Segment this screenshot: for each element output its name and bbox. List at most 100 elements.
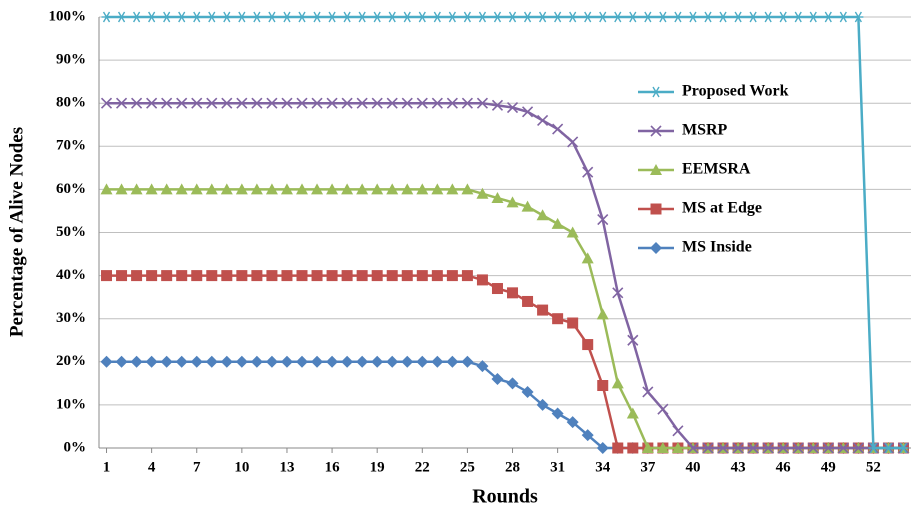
marker-stroke [448,11,456,23]
marker [748,11,759,23]
marker-stroke [163,11,171,23]
marker [386,355,399,368]
marker [687,442,699,454]
marker [777,442,789,454]
marker-shape [566,416,579,429]
marker-shape [251,270,263,282]
marker-shape [626,407,639,419]
marker [371,355,384,368]
marker [146,97,158,109]
marker [311,183,324,195]
marker-shape [476,360,489,373]
x-tick-label: 13 [279,459,294,475]
marker-stroke [899,442,908,454]
marker [898,442,909,454]
marker [597,214,609,226]
marker [581,252,594,264]
marker [808,11,819,23]
marker-shape [461,355,474,368]
marker [446,355,459,368]
marker [417,11,428,23]
marker-shape [265,355,278,368]
marker-stroke [191,97,203,109]
marker-stroke [839,11,847,23]
marker [672,11,683,23]
marker [702,442,714,454]
marker-stroke [388,11,396,23]
marker [386,97,398,109]
marker [611,377,624,389]
marker-shape [582,339,594,351]
marker-shape [311,270,323,282]
marker [671,442,684,453]
marker [146,270,158,282]
marker [190,355,203,368]
marker [566,416,579,429]
x-tick-label: 40 [685,459,700,475]
marker-shape [221,270,233,282]
marker [236,270,248,282]
marker-shape [446,270,458,282]
marker-shape [446,355,459,368]
y-tick-label: 40% [56,267,86,283]
marker-stroke [328,11,336,23]
marker-stroke [161,97,173,109]
marker [657,11,668,23]
marker-stroke [537,114,549,127]
marker [703,11,713,23]
marker-shape [416,183,429,195]
marker-stroke [837,442,849,454]
marker [837,442,849,454]
x-tick-label: 1 [103,459,111,475]
marker-shape [145,183,158,195]
marker [582,166,594,178]
marker-shape [116,270,128,282]
marker [476,274,488,286]
marker-stroke [747,442,759,454]
marker [521,106,534,118]
marker [537,114,549,127]
marker-shape [371,355,384,368]
marker-shape [266,270,278,282]
marker [521,385,534,398]
marker [371,183,384,195]
marker [687,11,698,23]
marker [356,270,368,282]
marker-stroke [356,97,368,109]
marker [311,270,323,282]
marker [236,11,247,23]
marker-stroke [117,11,126,23]
marker [341,355,354,368]
marker [416,270,428,282]
marker-stroke [614,11,622,23]
marker [145,183,158,195]
marker [521,200,534,212]
marker-shape [146,270,158,282]
marker-stroke [343,11,351,23]
marker [100,183,113,195]
marker [371,270,383,282]
marker [190,183,203,195]
marker [807,442,819,454]
x-tick-label: 22 [415,459,430,475]
y-axis-label: Percentage of Alive Nodes [6,127,27,337]
marker [175,355,188,368]
marker-shape [611,377,624,389]
y-tick-label: 100% [49,8,87,24]
marker [416,355,429,368]
marker [651,86,661,98]
marker-shape [371,183,384,195]
marker [476,360,489,373]
marker-stroke [629,11,637,23]
marker-stroke [115,97,128,109]
marker [296,97,308,109]
marker-shape [265,183,278,195]
marker [822,442,834,454]
marker [596,308,609,320]
marker-shape [386,355,399,368]
marker-stroke [461,97,473,109]
marker [131,270,143,282]
marker-stroke [403,11,411,23]
marker-shape [650,203,662,215]
marker [596,442,609,454]
